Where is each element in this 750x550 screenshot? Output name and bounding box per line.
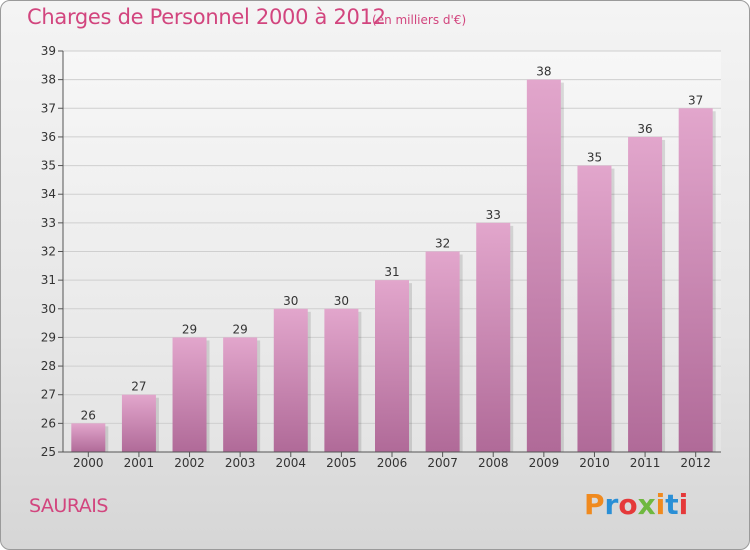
- bar-2009: [526, 79, 561, 453]
- bar-2000: [71, 423, 106, 452]
- bar-2001: [121, 394, 156, 452]
- bar-2012: [678, 108, 713, 453]
- data-label-2009: 38: [536, 65, 551, 79]
- x-tick-label-2002: 2002: [174, 456, 205, 470]
- y-tick-label: 38: [41, 73, 56, 87]
- data-label-2002: 29: [182, 322, 197, 336]
- logo-letter: i: [655, 488, 666, 521]
- bar-2006: [375, 280, 409, 452]
- x-tick-label-2001: 2001: [124, 456, 155, 470]
- y-tick-label: 35: [41, 159, 56, 173]
- y-tick-label: 26: [41, 416, 56, 430]
- bar-2008: [476, 222, 511, 452]
- logo-letter: r: [604, 488, 619, 521]
- y-tick-label: 29: [41, 330, 56, 344]
- logo-letter: x: [637, 488, 656, 521]
- data-label-2011: 36: [637, 122, 652, 136]
- logo-letter: o: [618, 488, 638, 521]
- x-tick-label-2007: 2007: [427, 456, 458, 470]
- x-tick-label-2003: 2003: [225, 456, 256, 470]
- bar-2005: [324, 308, 359, 452]
- y-tick-label: 39: [41, 44, 56, 58]
- y-tick-label: 36: [41, 130, 56, 144]
- logo-letter: P: [584, 488, 605, 521]
- y-tick-label: 28: [41, 359, 56, 373]
- x-tick-label-2000: 2000: [73, 456, 104, 470]
- y-tick-label: 34: [41, 187, 56, 201]
- axes: 25 26 27 28 29 30 31 32 33 34 35 36 37 38 39 2000 2001 20…: [41, 44, 721, 470]
- bar-2002: [172, 337, 207, 452]
- chart-subtitle: (en milliers d'€): [372, 13, 467, 27]
- commune-name: SAURAIS: [29, 495, 108, 517]
- proxiti-logo[interactable]: Proxiti: [584, 488, 688, 521]
- x-tick-label-2011: 2011: [630, 456, 661, 470]
- bar-2004: [273, 308, 308, 452]
- y-tick-label: 32: [41, 245, 56, 259]
- x-tick-label-2004: 2004: [275, 456, 306, 470]
- x-tick-label-2012: 2012: [680, 456, 711, 470]
- bar-2010: [577, 165, 612, 453]
- bar-2007: [425, 251, 460, 452]
- data-labels: 26 27 29 29 30 30 31 32 33 38 35 36 37: [81, 65, 704, 423]
- y-tick-label: 25: [41, 445, 56, 459]
- data-label-2010: 35: [587, 151, 602, 165]
- y-tick-label: 27: [41, 388, 56, 402]
- chart-title: Charges de Personnel 2000 à 2012: [27, 5, 386, 29]
- bar-2011: [628, 136, 663, 452]
- data-label-2001: 27: [131, 380, 146, 394]
- data-label-2012: 37: [688, 93, 703, 107]
- bars: [71, 79, 716, 453]
- logo-letter: i: [678, 488, 689, 521]
- y-tick-label: 30: [41, 302, 56, 316]
- x-tick-label-2008: 2008: [478, 456, 509, 470]
- bar-2003: [223, 337, 258, 452]
- data-label-2004: 30: [283, 294, 298, 308]
- data-label-2000: 26: [81, 408, 96, 422]
- y-tick-label: 33: [41, 216, 56, 230]
- logo-letter: t: [665, 488, 679, 521]
- x-tick-label-2010: 2010: [579, 456, 610, 470]
- x-tick-label-2006: 2006: [377, 456, 408, 470]
- x-tick-label-2009: 2009: [529, 456, 560, 470]
- data-label-2003: 29: [233, 322, 248, 336]
- data-label-2005: 30: [334, 294, 349, 308]
- y-tick-label: 31: [41, 273, 56, 287]
- data-label-2006: 31: [384, 265, 399, 279]
- x-tick-label-2005: 2005: [326, 456, 357, 470]
- data-label-2007: 32: [435, 237, 450, 251]
- y-tick-label: 37: [41, 101, 56, 115]
- data-label-2008: 33: [486, 208, 501, 222]
